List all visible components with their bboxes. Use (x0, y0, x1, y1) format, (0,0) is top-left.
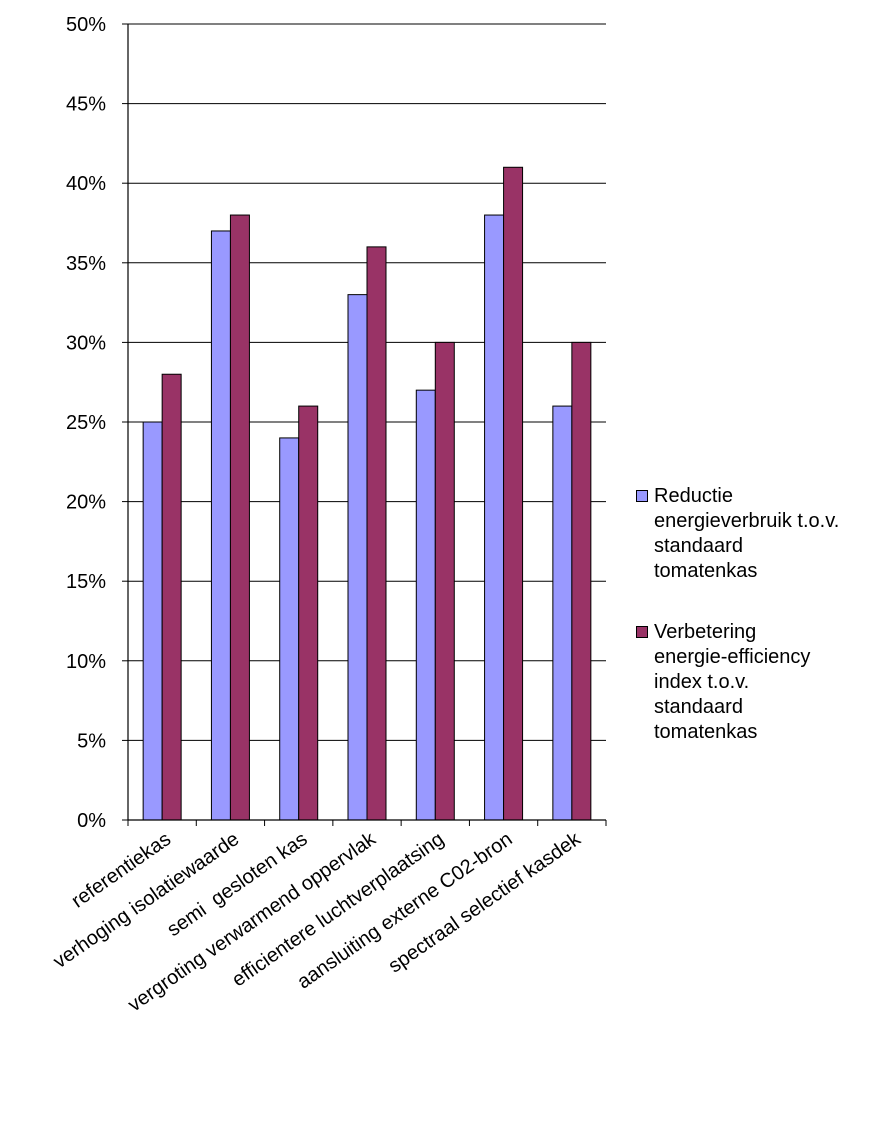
legend: Reductie energieverbruik t.o.v. standaar… (636, 484, 896, 745)
bars (142, 166, 592, 821)
legend-label-reductie: Reductie energieverbruik t.o.v. standaar… (654, 485, 840, 582)
y-tick-label: 0% (77, 810, 106, 832)
y-tick-label: 15% (66, 571, 106, 593)
y-tick-label: 30% (66, 332, 106, 354)
y-tick-label: 20% (66, 492, 106, 514)
bar-verbetering (503, 166, 524, 821)
x-axis-ticks (127, 820, 607, 826)
bar-verbetering (434, 341, 455, 821)
legend-swatch-verbetering (636, 626, 648, 638)
bar-verbetering (229, 214, 250, 821)
y-tick-label: 25% (66, 412, 106, 434)
bar-verbetering (298, 405, 319, 821)
legend-swatch-reductie (636, 490, 648, 502)
bar-reductie (415, 389, 436, 821)
y-tick-label: 45% (66, 94, 106, 116)
bar-reductie (552, 405, 573, 821)
y-tick-label: 5% (77, 730, 106, 752)
y-tick-label: 40% (66, 173, 106, 195)
bar-reductie (484, 214, 505, 821)
bar-verbetering (366, 246, 387, 821)
y-tick-label: 35% (66, 253, 106, 275)
bar-verbetering (161, 373, 182, 821)
y-axis-ticks: 0% 5% 10% 15% 20% 25% 30% 35% 40% 45% 50% (66, 14, 128, 832)
bar-reductie (210, 230, 231, 821)
bar-reductie (279, 437, 300, 821)
bar-reductie (347, 294, 368, 821)
legend-label-verbetering: Verbetering energie-efficiency index t.o… (654, 621, 811, 743)
legend-item-verbetering: Verbetering energie-efficiency index t.o… (636, 620, 896, 745)
bar-reductie (142, 421, 163, 821)
bar-verbetering (571, 341, 592, 821)
y-tick-label: 50% (66, 14, 106, 36)
y-tick-label: 10% (66, 651, 106, 673)
x-tick-label: vergroting verwarmend oppervlak (124, 828, 381, 1017)
legend-item-reductie: Reductie energieverbruik t.o.v. standaar… (636, 484, 896, 584)
